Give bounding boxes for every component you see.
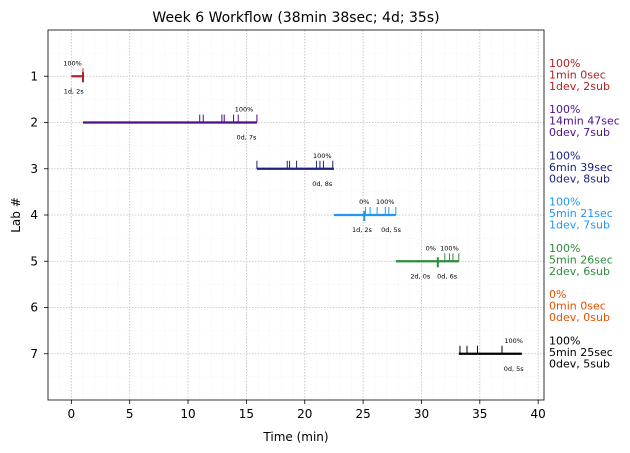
- lab-7-summary-line: 5min 25sec: [549, 346, 613, 359]
- y-tick-label: 6: [30, 301, 38, 315]
- lab-4-series: 0% 100% 1d, 2s 0d, 5s: [333, 198, 402, 234]
- lab-1-summary-line: 1min 0sec: [549, 68, 606, 81]
- x-tick-label: 35: [472, 407, 487, 421]
- lab-6-summary-line: 0min 0sec: [549, 300, 606, 313]
- lab-1-annotation: 100%: [63, 59, 82, 67]
- lab-7-summary-line: 100%: [549, 334, 580, 347]
- lab-3-annotation: 0d, 8s: [312, 180, 333, 188]
- lab-2-summary-line: 0dev, 7sub: [549, 126, 610, 139]
- lab-5-summary-line: 5min 26sec: [549, 253, 613, 266]
- x-tick-label: 40: [531, 407, 546, 421]
- lab-1-summary-line: 100%: [549, 57, 580, 70]
- lab-5-summary-line: 100%: [549, 242, 580, 255]
- lab-3-summary-line: 100%: [549, 149, 580, 162]
- lab-4-annotation: 0d, 5s: [381, 226, 402, 234]
- x-tick-label: 15: [239, 407, 254, 421]
- lab-5-annotation: 100%: [440, 244, 459, 252]
- y-tick-label: 4: [30, 208, 38, 222]
- lab-4-summary-line: 5min 21sec: [549, 207, 613, 220]
- y-tick-label: 7: [30, 347, 38, 361]
- y-tick-label: 1: [30, 69, 38, 83]
- lab-7-summary-line: 0dev, 5sub: [549, 357, 610, 370]
- chart-title: Week 6 Workflow (38min 38sec; 4d; 35s): [152, 10, 439, 26]
- x-tick-label: 20: [297, 407, 312, 421]
- lab-2-annotation: 100%: [235, 106, 254, 114]
- lab-4-summary-line: 1dev, 7sub: [549, 219, 610, 232]
- y-tick-label: 3: [30, 162, 38, 176]
- lab-2-summary-line: 100%: [549, 103, 580, 116]
- lab-2-summary-line: 14min 47sec: [549, 115, 620, 128]
- lab-3-summary-line: 6min 39sec: [549, 161, 613, 174]
- lab-1-annotation: 1d, 2s: [64, 87, 85, 95]
- lab-3-annotation: 100%: [313, 152, 332, 160]
- grid: [47, 30, 544, 400]
- lab-6-summary-line: 0%: [549, 288, 566, 301]
- lab-5-annotation: 0d, 6s: [437, 272, 458, 280]
- lab-4-annotation: 100%: [376, 198, 395, 206]
- lab-1-summary-line: 1dev, 2sub: [549, 80, 610, 93]
- x-tick-label: 30: [414, 407, 429, 421]
- x-axis-ticks: 0 5 10 15 20 25 30 35 40: [68, 400, 546, 421]
- lab-5-summary-line: 2dev, 6sub: [549, 265, 610, 278]
- lab-6-summary-line: 0dev, 0sub: [549, 311, 610, 324]
- lab-series: 100% 1d, 2s 100% 0d, 7s 100% 0d, 8s 0% 100% 1d, …: [63, 59, 524, 373]
- lab-1-series: 100% 1d, 2s: [63, 59, 84, 95]
- lab-5-annotation: 2d, 0s: [410, 272, 431, 280]
- plot-frame: [47, 29, 545, 401]
- x-axis-label: Time (min): [262, 430, 328, 444]
- x-tick-label: 0: [68, 407, 76, 421]
- lab-3-series: 100% 0d, 8s: [256, 152, 334, 188]
- y-axis-label: Lab #: [9, 197, 23, 233]
- y-tick-label: 5: [30, 254, 38, 268]
- x-tick-label: 10: [180, 407, 195, 421]
- y-axis-ticks: 1 2 3 4 5 6 7: [30, 69, 48, 361]
- lab-4-annotation: 0%: [359, 198, 369, 206]
- lab-5-series: 0% 100% 2d, 0s 0d, 6s: [395, 244, 460, 280]
- lab-2-series: 100% 0d, 7s: [83, 106, 258, 142]
- lab-3-summary-line: 0dev, 8sub: [549, 172, 610, 185]
- lab-4-summary-line: 100%: [549, 196, 580, 209]
- lab-5-annotation: 0%: [426, 244, 436, 252]
- lab-2-annotation: 0d, 7s: [236, 134, 257, 142]
- lab-7-series: 100% 0d, 5s: [458, 337, 525, 373]
- lab-7-annotation: 100%: [504, 337, 523, 345]
- lab-7-annotation: 0d, 5s: [504, 365, 525, 373]
- y-tick-label: 2: [30, 116, 38, 130]
- x-tick-label: 25: [355, 407, 370, 421]
- lab-4-annotation: 1d, 2s: [352, 226, 373, 234]
- x-tick-label: 5: [126, 407, 134, 421]
